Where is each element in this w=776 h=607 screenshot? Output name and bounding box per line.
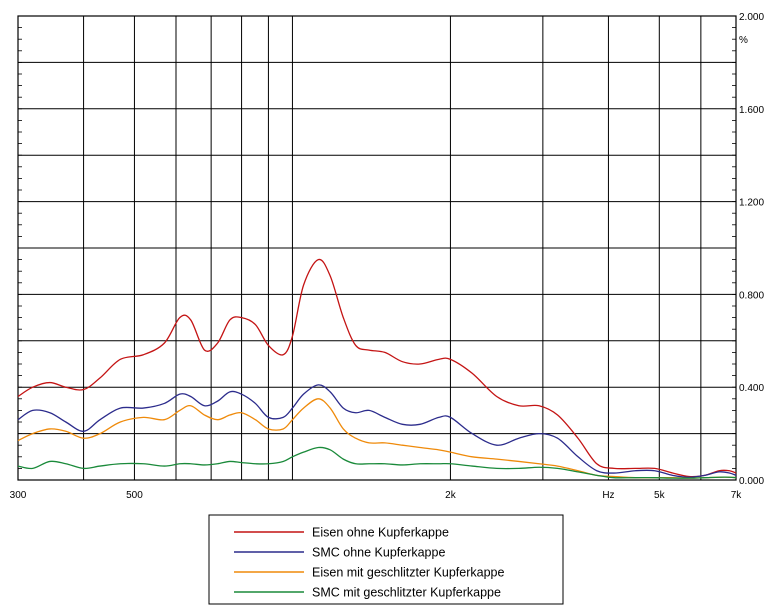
legend: Eisen ohne Kupferkappe SMC ohne Kupferkap… [208,514,564,605]
legend-label: Eisen ohne Kupferkappe [312,526,449,540]
x-tick-label: 7k [731,490,743,501]
x-tick-label: 5k [654,490,666,501]
series-lines [17,258,737,479]
y-tick-label: 1.600 [739,105,764,116]
legend-box [208,514,564,605]
y-tick-label: 2.000 [739,12,764,23]
x-tick-label: 300 [10,490,27,501]
series-line-1 [17,258,737,478]
legend-label: SMC ohne Kupferkappe [312,546,445,560]
legend-label: SMC mit geschlitzter Kupferkappe [312,586,501,600]
x-tick-label: 500 [126,490,143,501]
legend-label: Eisen mit geschlitzter Kupferkappe [312,566,505,580]
y-tick-label: 0.000 [739,476,764,487]
x-tick-label: 2k [445,490,457,501]
series-line-3 [17,398,737,479]
corner-patch [711,17,733,31]
series-line-4 [17,446,737,479]
y-tick-label: % [739,35,748,46]
y-tick-label: 0.400 [739,383,764,394]
y-tick-label: 1.200 [739,198,764,209]
grid [17,15,737,481]
y-tick-label: 0.800 [739,290,764,301]
axis-ticks: 300 500 2k Hz 5k 7k 0.000 0.400 0.800 1.200 1.600%… [10,12,765,501]
series-line-2 [17,384,737,478]
x-tick-label: Hz [602,490,614,501]
